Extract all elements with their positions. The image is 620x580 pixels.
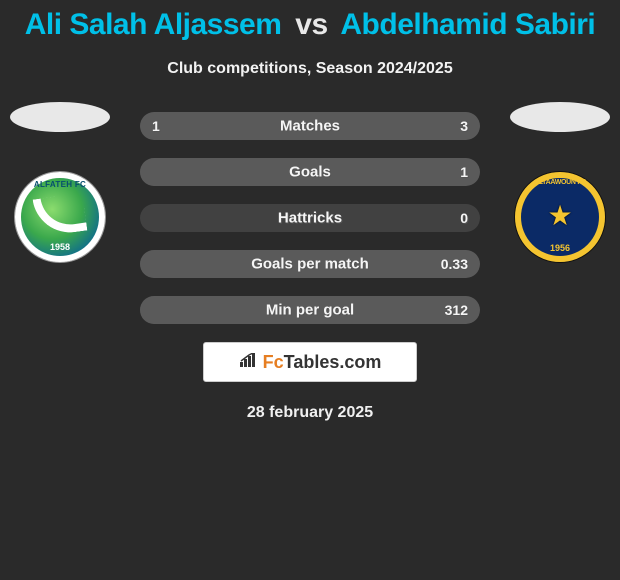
stat-value-right: 1 bbox=[460, 164, 468, 180]
brand-text: FcTables.com bbox=[263, 352, 382, 373]
stat-label: Hattricks bbox=[140, 210, 480, 227]
stat-row: Goals1 bbox=[140, 158, 480, 186]
stat-value-left: 1 bbox=[152, 118, 160, 134]
club-badge-right: ★ bbox=[515, 172, 605, 262]
badge-star-icon: ★ bbox=[547, 199, 572, 232]
player-2-name: Abdelhamid Sabiri bbox=[340, 8, 595, 41]
player-1-avatar bbox=[10, 102, 110, 132]
header: Ali Salah Aljassem vs Abdelhamid Sabiri … bbox=[0, 0, 620, 82]
stat-row: Min per goal312 bbox=[140, 296, 480, 324]
stat-row: Hattricks0 bbox=[140, 204, 480, 232]
comparison-panel: ★ Matches13Goals1Hattricks0Goals per mat… bbox=[0, 112, 620, 422]
subtitle: Club competitions, Season 2024/2025 bbox=[0, 60, 620, 78]
stat-value-right: 0.33 bbox=[441, 256, 468, 272]
player-1-side bbox=[10, 102, 110, 262]
brand-badge[interactable]: FcTables.com bbox=[203, 342, 417, 382]
player-2-avatar bbox=[510, 102, 610, 132]
club-badge-left bbox=[15, 172, 105, 262]
stat-value-right: 3 bbox=[460, 118, 468, 134]
stats-bars: Matches13Goals1Hattricks0Goals per match… bbox=[140, 112, 480, 324]
chart-icon bbox=[239, 353, 257, 372]
stat-row: Matches1 3 bbox=[140, 112, 480, 140]
badge-swoosh-icon bbox=[33, 193, 88, 238]
date-label: 28 february 2025 bbox=[0, 404, 620, 422]
stat-label: Goals per match bbox=[140, 256, 480, 273]
stat-label: Matches bbox=[140, 118, 480, 135]
player-2-side: ★ bbox=[510, 102, 610, 262]
stat-label: Min per goal bbox=[140, 302, 480, 319]
stat-row: Goals per match0.33 bbox=[140, 250, 480, 278]
stat-value-right: 0 bbox=[460, 210, 468, 226]
comparison-title: Ali Salah Aljassem vs Abdelhamid Sabiri bbox=[0, 8, 620, 42]
stat-label: Goals bbox=[140, 164, 480, 181]
player-1-name: Ali Salah Aljassem bbox=[25, 8, 282, 41]
vs-text: vs bbox=[295, 8, 327, 41]
stat-value-right: 312 bbox=[445, 302, 468, 318]
